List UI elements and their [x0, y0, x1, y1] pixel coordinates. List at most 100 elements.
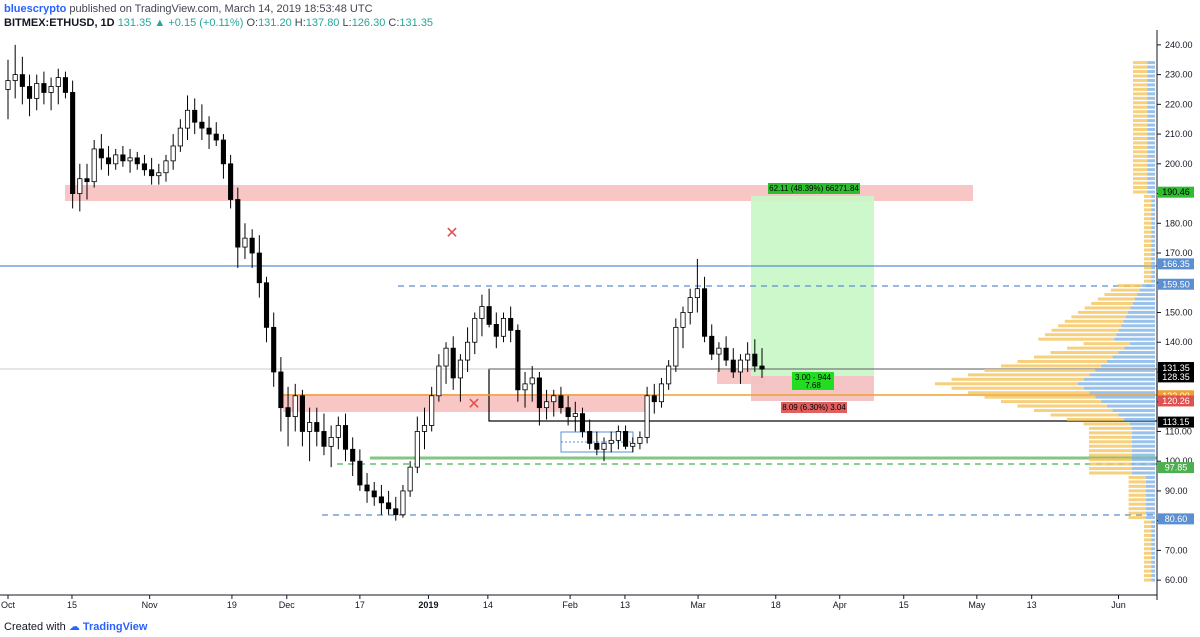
candle-body — [486, 306, 492, 325]
volume-bar-buy — [1112, 409, 1155, 413]
volume-bar-buy — [1147, 83, 1155, 87]
candle-body — [342, 425, 349, 450]
y-tick-label: 70.00 — [1165, 545, 1188, 555]
volume-bar-buy — [1128, 310, 1155, 314]
change-arrow-icon: ▲ — [154, 17, 166, 29]
volume-bar-sell — [1067, 346, 1125, 350]
volume-bar-sell — [1128, 498, 1146, 502]
volume-bar-buy — [1147, 168, 1155, 172]
y-tick-label: 110.00 — [1165, 426, 1192, 436]
volume-bar-sell — [1128, 484, 1146, 488]
volume-bar-sell — [1133, 159, 1148, 163]
volume-bar-buy — [1151, 194, 1155, 198]
volume-bar-sell — [1017, 404, 1107, 408]
volume-bar-sell — [1117, 284, 1142, 288]
author-name[interactable]: bluescrypto — [4, 3, 67, 15]
candle-body — [752, 353, 758, 367]
volume-profile — [935, 61, 1155, 582]
volume-bar-sell — [984, 395, 1096, 399]
candle-body — [213, 133, 219, 141]
volume-bar-buy — [1151, 257, 1155, 261]
candle-body — [113, 154, 119, 165]
candle-body — [651, 395, 657, 403]
y-tick-label: 150.00 — [1165, 308, 1193, 318]
price-tag-label: 120.26 — [1162, 396, 1190, 406]
volume-bar-sell — [1133, 154, 1148, 158]
x-tick-label: 18 — [771, 600, 781, 610]
candle-body — [457, 359, 463, 379]
volume-bar-buy — [1151, 547, 1155, 551]
candle-body — [192, 109, 198, 123]
x-tick-label: 14 — [483, 600, 493, 610]
tradingview-brand[interactable]: TradingView — [82, 621, 148, 633]
candle-body — [285, 407, 291, 417]
volume-bar-sell — [1133, 186, 1148, 190]
volume-bar-buy — [1101, 400, 1155, 404]
volume-bar-sell — [1128, 489, 1146, 493]
volume-bar-sell — [1133, 150, 1148, 154]
candle-body — [156, 172, 162, 177]
candle-body — [70, 92, 76, 194]
candle-body — [386, 502, 392, 510]
volume-bar-sell — [1144, 560, 1152, 564]
volume-bar-sell — [1144, 538, 1152, 542]
ratio-label-bg — [792, 372, 834, 390]
open-value: 131.20 — [258, 17, 292, 29]
volume-bar-sell — [1133, 145, 1148, 149]
volume-bar-buy — [1151, 270, 1155, 274]
volume-bar-buy — [1151, 538, 1155, 542]
volume-bar-buy — [1147, 132, 1155, 136]
candle-body — [572, 413, 578, 417]
candle-body — [579, 413, 586, 432]
candle-body — [249, 237, 255, 254]
candle-body — [206, 127, 212, 135]
volume-bar-sell — [1128, 507, 1146, 511]
volume-bar-sell — [951, 377, 1084, 381]
volume-bar-buy — [1145, 475, 1155, 479]
x-axis-ticks: Oct 15 Nov 19 Dec 17 2019 14 Feb 13 Mar 18 Apr 15 May 1… — [1, 595, 1126, 610]
candle-body — [515, 329, 521, 391]
price-tag-label: 113.15 — [1163, 417, 1190, 427]
volume-bar-buy — [1147, 92, 1155, 96]
candle-body — [228, 163, 234, 200]
candle-body — [378, 496, 384, 504]
high-value: 137.80 — [305, 17, 340, 29]
volume-bar-sell — [1034, 355, 1113, 359]
y-tick-label: 240.00 — [1165, 40, 1193, 50]
low-label: L: — [342, 17, 352, 29]
volume-bar-sell — [1144, 556, 1152, 560]
volume-bar-sell — [1133, 141, 1148, 145]
volume-bar-sell — [1089, 462, 1132, 466]
candle-body — [623, 431, 629, 447]
ratio-label: 3.00 - 944 — [795, 373, 832, 382]
volume-bar-sell — [1144, 203, 1152, 207]
candle-body — [364, 484, 370, 492]
candle-body — [558, 395, 564, 409]
x-tick-label: 15 — [899, 600, 909, 610]
volume-bar-buy — [1121, 324, 1155, 328]
volume-bar-buy — [1095, 368, 1155, 372]
volume-bar-buy — [1145, 484, 1155, 488]
candle-body — [141, 163, 147, 171]
volume-bar-sell — [1128, 475, 1146, 479]
candle-body — [84, 178, 90, 183]
volume-bar-sell — [1089, 426, 1132, 430]
volume-bar-sell — [1133, 163, 1148, 167]
tradingview-logo-icon: ☁ — [68, 621, 80, 633]
y-tick-label: 210.00 — [1165, 129, 1193, 139]
high-label: H: — [294, 17, 306, 29]
volume-bar-sell — [1051, 328, 1119, 332]
volume-bar-buy — [1151, 542, 1155, 546]
volume-bar-sell — [1133, 132, 1148, 136]
created-with-label: Created with — [4, 621, 66, 633]
published-info: published on TradingView.com, March 14, … — [69, 3, 373, 15]
x-mark-top: ✕ — [445, 223, 458, 242]
volume-bar-buy — [1147, 74, 1155, 78]
volume-bar-sell — [1144, 235, 1152, 239]
volume-bar-buy — [1078, 382, 1155, 386]
candle-body — [429, 395, 435, 426]
volume-bar-buy — [1147, 150, 1155, 154]
candle-body — [26, 86, 33, 99]
low-value: 126.30 — [351, 17, 386, 29]
